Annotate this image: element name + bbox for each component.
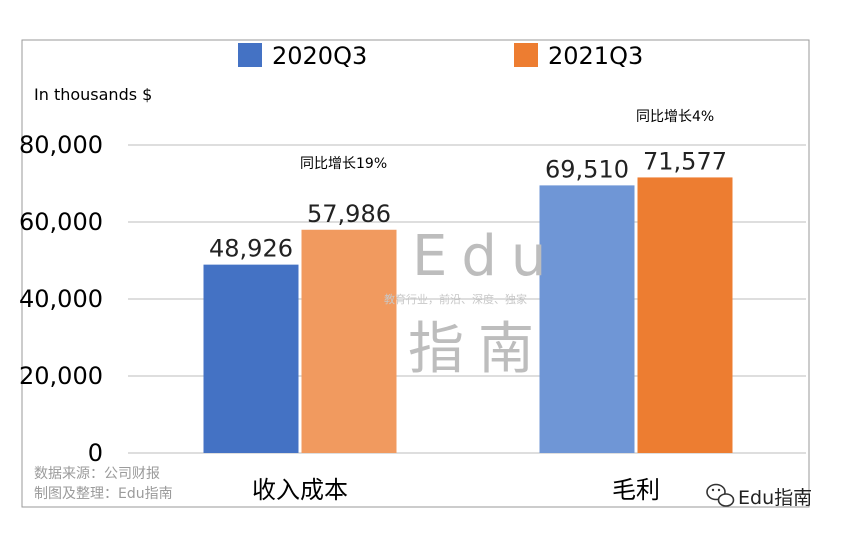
x-axis-ticks: 收入成本 毛利 — [252, 476, 660, 504]
data-label: 48,926 — [209, 235, 293, 263]
data-label: 71,577 — [643, 147, 727, 175]
growth-note-cost: 同比增长19% — [300, 156, 387, 172]
legend-label-2021q3: 2021Q3 — [548, 42, 643, 70]
legend-swatch-2021q3 — [514, 43, 538, 67]
bar-2020Q3-1 — [539, 185, 635, 453]
y-axis-ticks: 0 20,000 40,000 60,000 80,000 — [19, 131, 103, 467]
y-tick-label: 60,000 — [19, 208, 103, 236]
wechat-icon — [706, 483, 735, 507]
legend-label-2020q3: 2020Q3 — [272, 42, 367, 70]
x-tick-label: 收入成本 — [252, 476, 348, 504]
y-tick-label: 40,000 — [19, 285, 103, 313]
data-labels: 48,926 57,986 69,510 71,577 — [209, 147, 727, 262]
y-tick-label: 0 — [88, 439, 103, 467]
y-tick-label: 20,000 — [19, 362, 103, 390]
data-label: 57,986 — [307, 200, 391, 228]
bars — [203, 177, 733, 454]
watermark: Edu 教育行业，前沿、深度、独家 指南 — [384, 224, 560, 382]
growth-note-gross-profit: 同比增长4% — [636, 109, 714, 125]
y-axis-unit-label: In thousands $ — [34, 85, 152, 104]
bar-2021Q3-0 — [301, 229, 397, 453]
brand: Edu指南 — [706, 483, 812, 509]
x-tick-label: 毛利 — [612, 476, 660, 504]
bar-2020Q3-0 — [203, 264, 299, 453]
legend: 2020Q3 2021Q3 — [238, 42, 643, 70]
y-tick-label: 80,000 — [19, 131, 103, 159]
brand-label: Edu指南 — [738, 487, 812, 509]
watermark-name: 指南 — [408, 317, 548, 382]
watermark-subtitle: 教育行业，前沿、深度、独家 — [384, 292, 527, 306]
watermark-title: Edu — [412, 224, 560, 289]
legend-swatch-2020q3 — [238, 43, 262, 67]
bar-2021Q3-1 — [637, 177, 733, 454]
data-label: 69,510 — [545, 155, 629, 183]
source-note: 数据来源：公司财报 — [34, 466, 160, 482]
credit-note: 制图及整理：Edu指南 — [34, 486, 173, 502]
